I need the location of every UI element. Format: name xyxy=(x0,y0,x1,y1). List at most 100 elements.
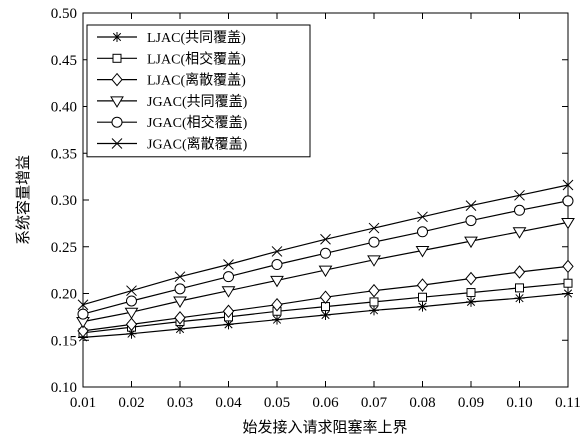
data-point xyxy=(367,255,381,267)
y-tick-label: 0.35 xyxy=(51,146,77,162)
legend-item: LJAC(相交覆盖) xyxy=(97,50,246,67)
x-tick-label: 0.08 xyxy=(409,395,435,411)
x-tick-label: 0.05 xyxy=(264,395,290,411)
legend-label: LJAC(离散覆盖) xyxy=(147,72,246,89)
series-line xyxy=(82,184,569,306)
data-point xyxy=(223,271,234,283)
data-point xyxy=(417,226,428,238)
data-point xyxy=(126,285,137,297)
data-point xyxy=(514,293,525,304)
series-6 xyxy=(77,179,574,311)
legend-label: JGAC(离散覆盖) xyxy=(147,136,248,153)
data-point xyxy=(223,259,234,270)
y-tick-label: 0.50 xyxy=(51,6,77,22)
series-3 xyxy=(77,259,574,338)
data-point xyxy=(271,246,283,257)
data-point xyxy=(514,204,525,216)
legend-marker xyxy=(111,138,123,149)
x-axis: 0.01 0.02 0.03 0.04 0.05 0.06 0.07 0.08 0.09 0.10… xyxy=(70,13,581,411)
data-point xyxy=(124,307,139,320)
series-4 xyxy=(76,217,575,329)
y-tick-label: 0.30 xyxy=(51,193,77,209)
series-5 xyxy=(77,195,574,320)
data-point xyxy=(514,189,525,201)
data-point xyxy=(418,292,427,302)
data-point xyxy=(223,319,234,330)
data-point xyxy=(465,271,477,286)
data-point xyxy=(562,259,574,274)
y-tick-label: 0.45 xyxy=(51,53,77,69)
x-tick-label: 0.04 xyxy=(215,395,242,411)
data-point xyxy=(513,265,526,279)
x-tick-label: 0.09 xyxy=(458,395,484,411)
data-point xyxy=(464,236,478,249)
data-point xyxy=(77,299,89,311)
y-tick-label: 0.40 xyxy=(51,100,77,116)
data-point xyxy=(563,288,573,299)
legend-item: LJAC(共同覆盖) xyxy=(97,30,246,46)
data-point xyxy=(466,296,476,307)
data-point xyxy=(174,271,186,283)
data-point xyxy=(465,200,477,211)
data-point xyxy=(175,324,185,335)
legend-item: JGAC(离散覆盖) xyxy=(97,136,248,153)
data-point xyxy=(417,301,428,312)
data-point xyxy=(417,211,428,223)
y-tick-label: 0.20 xyxy=(51,287,77,303)
data-point xyxy=(515,283,524,293)
data-point xyxy=(320,233,331,245)
data-point xyxy=(125,317,138,332)
x-tick-label: 0.11 xyxy=(555,395,581,411)
data-point xyxy=(320,310,331,321)
legend-item: JGAC(相交覆盖) xyxy=(97,114,248,131)
data-point xyxy=(222,304,235,319)
x-tick-label: 0.06 xyxy=(312,395,339,411)
legend-marker xyxy=(110,96,124,108)
data-point xyxy=(320,247,331,259)
data-point xyxy=(512,227,527,239)
x-tick-label: 0.01 xyxy=(70,395,96,411)
x-tick-label: 0.10 xyxy=(506,395,532,411)
data-point xyxy=(368,236,380,248)
y-tick-label: 0.10 xyxy=(51,380,77,396)
data-point xyxy=(563,278,573,288)
data-point xyxy=(272,314,282,325)
data-point xyxy=(221,286,236,298)
data-point xyxy=(466,288,476,298)
data-point xyxy=(369,305,379,316)
legend-box xyxy=(86,24,311,158)
legend-label: LJAC(共同覆盖) xyxy=(147,30,246,46)
data-point xyxy=(416,278,429,292)
data-point xyxy=(173,296,187,308)
y-axis-title: 系统容量增益 xyxy=(14,155,32,245)
legend-item: LJAC(离散覆盖) xyxy=(97,72,246,89)
data-point xyxy=(465,215,477,227)
data-point xyxy=(270,275,284,288)
x-tick-label: 0.02 xyxy=(118,395,144,411)
x-tick-label: 0.07 xyxy=(361,395,388,411)
y-tick-label: 0.25 xyxy=(51,240,77,256)
legend-marker xyxy=(112,53,122,63)
legend-label: LJAC(相交覆盖) xyxy=(147,50,246,67)
data-point xyxy=(415,245,430,258)
legend-marker xyxy=(112,32,122,42)
data-point xyxy=(271,259,283,271)
legend-item: JGAC(共同覆盖) xyxy=(97,94,248,110)
data-point xyxy=(368,222,380,234)
legend-label: JGAC(相交覆盖) xyxy=(147,114,248,131)
data-point xyxy=(318,265,333,278)
data-point xyxy=(562,195,574,207)
legend-marker xyxy=(111,116,123,128)
data-point xyxy=(174,311,186,325)
data-point xyxy=(77,324,89,338)
y-axis: 0.10 0.15 0.20 0.25 0.30 0.35 0.40 0.45 0.50 xyxy=(51,6,568,396)
x-axis-title: 始发接入请求阻塞率上界 xyxy=(242,418,407,436)
data-point xyxy=(562,179,574,191)
data-point xyxy=(126,328,137,339)
legend-marker xyxy=(111,72,123,87)
y-tick-label: 0.15 xyxy=(51,333,77,349)
data-point xyxy=(174,283,186,295)
legend: LJAC(共同覆盖) LJAC(相交覆盖) LJAC(离散覆盖) JGAC(共同覆盖)… xyxy=(86,24,311,158)
series-2 xyxy=(78,278,573,338)
